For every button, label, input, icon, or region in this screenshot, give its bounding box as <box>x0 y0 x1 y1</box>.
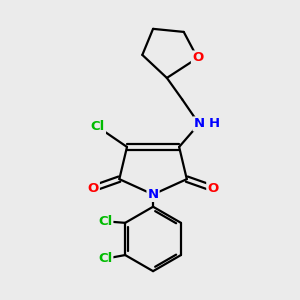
Text: Cl: Cl <box>91 121 105 134</box>
Text: O: O <box>207 182 218 195</box>
Text: H: H <box>209 117 220 130</box>
Text: Cl: Cl <box>98 215 112 228</box>
Text: O: O <box>192 52 203 64</box>
Text: Cl: Cl <box>98 252 112 265</box>
Text: O: O <box>88 182 99 195</box>
Text: N: N <box>194 117 205 130</box>
Text: N: N <box>148 188 159 201</box>
